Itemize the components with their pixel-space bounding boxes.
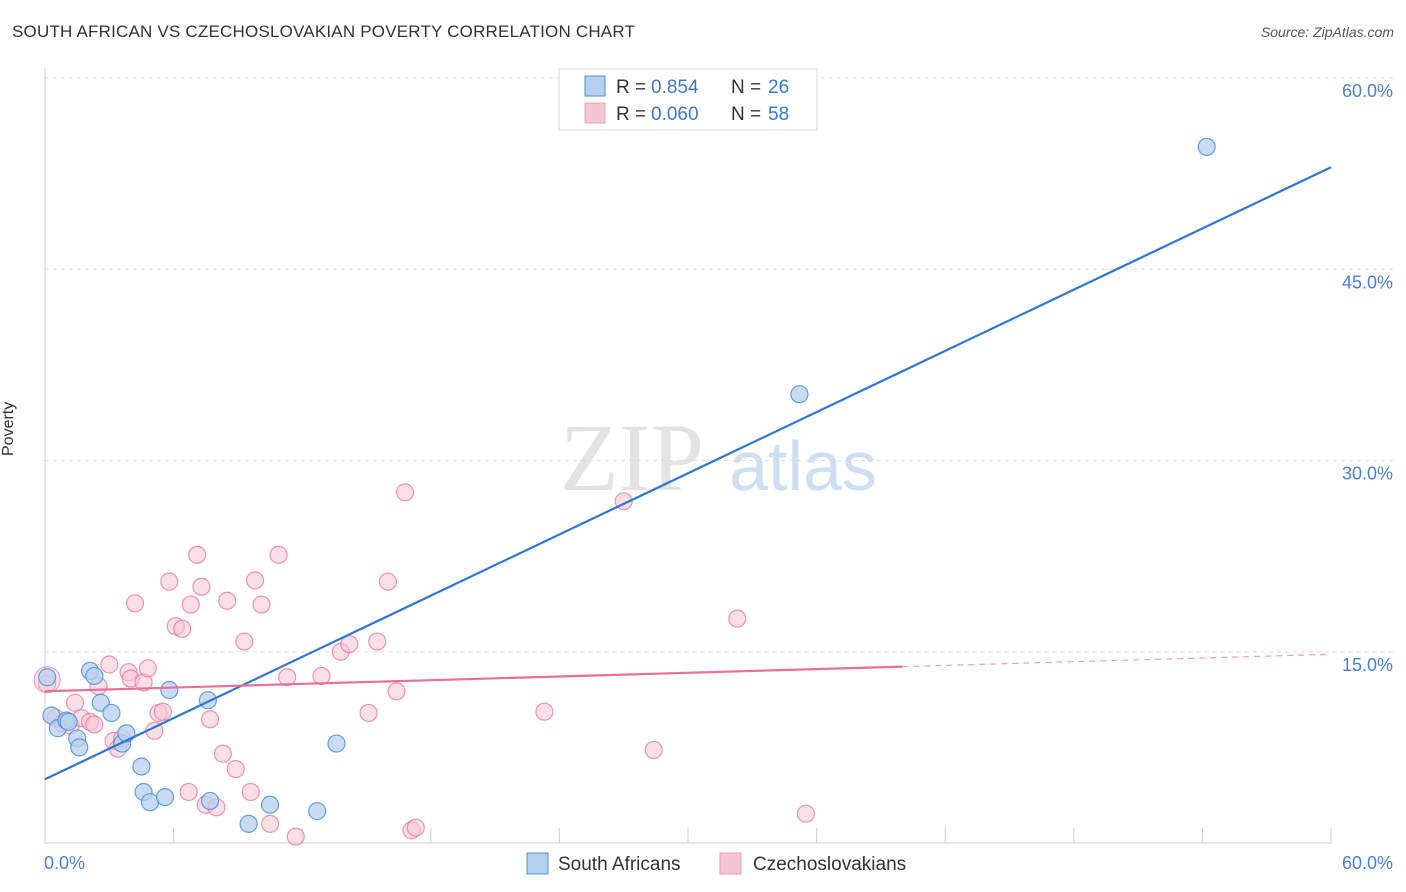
data-point-czechoslovakians [378, 572, 398, 591]
y-tick-label: 15.0% [1342, 655, 1393, 675]
series-south-africans-points [38, 137, 1216, 833]
watermark-atlas: atlas [729, 427, 877, 505]
data-point-czechoslovakians [100, 655, 119, 674]
data-point-czechoslovakians [125, 594, 145, 613]
trend-line-czechoslovakians-extension [902, 653, 1332, 668]
data-point-czechoslovakians [179, 782, 198, 802]
data-point-czechoslovakians [188, 545, 207, 564]
data-point-czechoslovakians [260, 814, 280, 833]
trend-line-czechoslovakians [44, 665, 903, 693]
y-tick-label: 45.0% [1342, 272, 1393, 292]
data-point-czechoslovakians [160, 572, 179, 591]
data-point-czechoslovakians [535, 702, 554, 721]
data-point-south-africans [70, 738, 89, 757]
y-tick-labels: 15.0% 30.0% 45.0% 60.0% [1342, 81, 1393, 675]
data-point-czechoslovakians [218, 591, 237, 610]
stats-n-label: N = [731, 104, 761, 125]
data-point-south-africans [260, 795, 280, 814]
y-axis-label: Poverty [0, 401, 17, 456]
data-point-czechoslovakians [644, 740, 663, 760]
data-point-czechoslovakians [252, 595, 271, 614]
data-point-czechoslovakians [796, 804, 815, 823]
data-point-czechoslovakians [245, 571, 265, 590]
stats-n-value: 26 [768, 77, 789, 98]
data-point-south-africans [155, 787, 175, 807]
data-point-czechoslovakians [153, 702, 172, 721]
stats-r-value: 0.854 [651, 77, 699, 98]
data-point-czechoslovakians [241, 782, 260, 802]
legend-swatch-czechoslovakians [719, 852, 742, 875]
source-credit: Source: ZipAtlas.com [1260, 24, 1394, 40]
data-point-south-africans [790, 385, 809, 404]
data-point-south-africans [198, 691, 217, 710]
stats-swatch-pink [584, 102, 606, 124]
data-point-czechoslovakians [278, 668, 297, 687]
x-tick-label: 60.0% [1342, 853, 1393, 873]
data-point-south-africans [102, 703, 121, 723]
data-point-czechoslovakians [395, 483, 415, 502]
data-point-czechoslovakians [192, 577, 211, 596]
data-point-czechoslovakians [181, 595, 200, 614]
data-point-czechoslovakians [406, 818, 425, 837]
data-point-czechoslovakians [65, 693, 85, 712]
data-point-czechoslovakians [173, 619, 192, 638]
data-point-czechoslovakians [368, 632, 387, 651]
stats-r-label: R = [616, 104, 646, 125]
data-point-south-africans [327, 734, 346, 753]
trend-lines [44, 166, 1332, 781]
data-point-czechoslovakians [728, 609, 747, 628]
stats-n-value: 58 [768, 104, 789, 125]
data-point-czechoslovakians [359, 703, 378, 723]
data-point-czechoslovakians [213, 744, 232, 763]
data-point-south-africans [160, 680, 179, 700]
x-tick-label: 0.0% [44, 853, 85, 873]
data-point-south-africans [308, 802, 327, 821]
data-point-czechoslovakians [235, 632, 254, 651]
chart-title: SOUTH AFRICAN VS CZECHOSLOVAKIAN POVERTY… [12, 22, 636, 41]
data-point-czechoslovakians [85, 715, 104, 734]
data-point-south-africans [132, 757, 151, 776]
stats-n-label: N = [731, 77, 761, 98]
data-point-czechoslovakians [200, 710, 220, 729]
x-tick-labels: 0.0% 60.0% [44, 853, 1393, 873]
watermark-zip: ZIP [560, 404, 704, 511]
stats-r-value: 0.060 [651, 104, 699, 125]
data-point-south-africans [38, 668, 57, 687]
y-tick-label: 60.0% [1342, 81, 1393, 101]
bottom-legend: South Africans Czechoslovakians [526, 852, 906, 875]
stats-legend: R = 0.854 N = 26 R = 0.060 N = 58 [558, 68, 818, 131]
data-point-czechoslovakians [312, 666, 331, 686]
stats-r-label: R = [616, 77, 646, 98]
data-point-czechoslovakians [387, 682, 406, 701]
data-point-south-africans [1197, 137, 1216, 156]
y-tick-label: 30.0% [1342, 464, 1393, 484]
data-point-czechoslovakians [138, 659, 157, 678]
trend-line-south-africans [44, 166, 1332, 781]
data-point-czechoslovakians [286, 827, 305, 846]
grid-lines [45, 77, 1394, 653]
data-point-czechoslovakians [269, 545, 288, 564]
stats-swatch-blue [584, 75, 606, 97]
data-point-south-africans [239, 814, 258, 833]
data-point-south-africans [200, 791, 220, 811]
data-point-czechoslovakians [226, 759, 245, 779]
data-point-south-africans [85, 666, 104, 686]
data-point-south-africans [59, 712, 78, 731]
legend-swatch-south-africans [526, 852, 549, 875]
legend-label-czechoslovakians: Czechoslovakians [753, 854, 906, 875]
legend-label-south-africans: South Africans [558, 854, 681, 875]
